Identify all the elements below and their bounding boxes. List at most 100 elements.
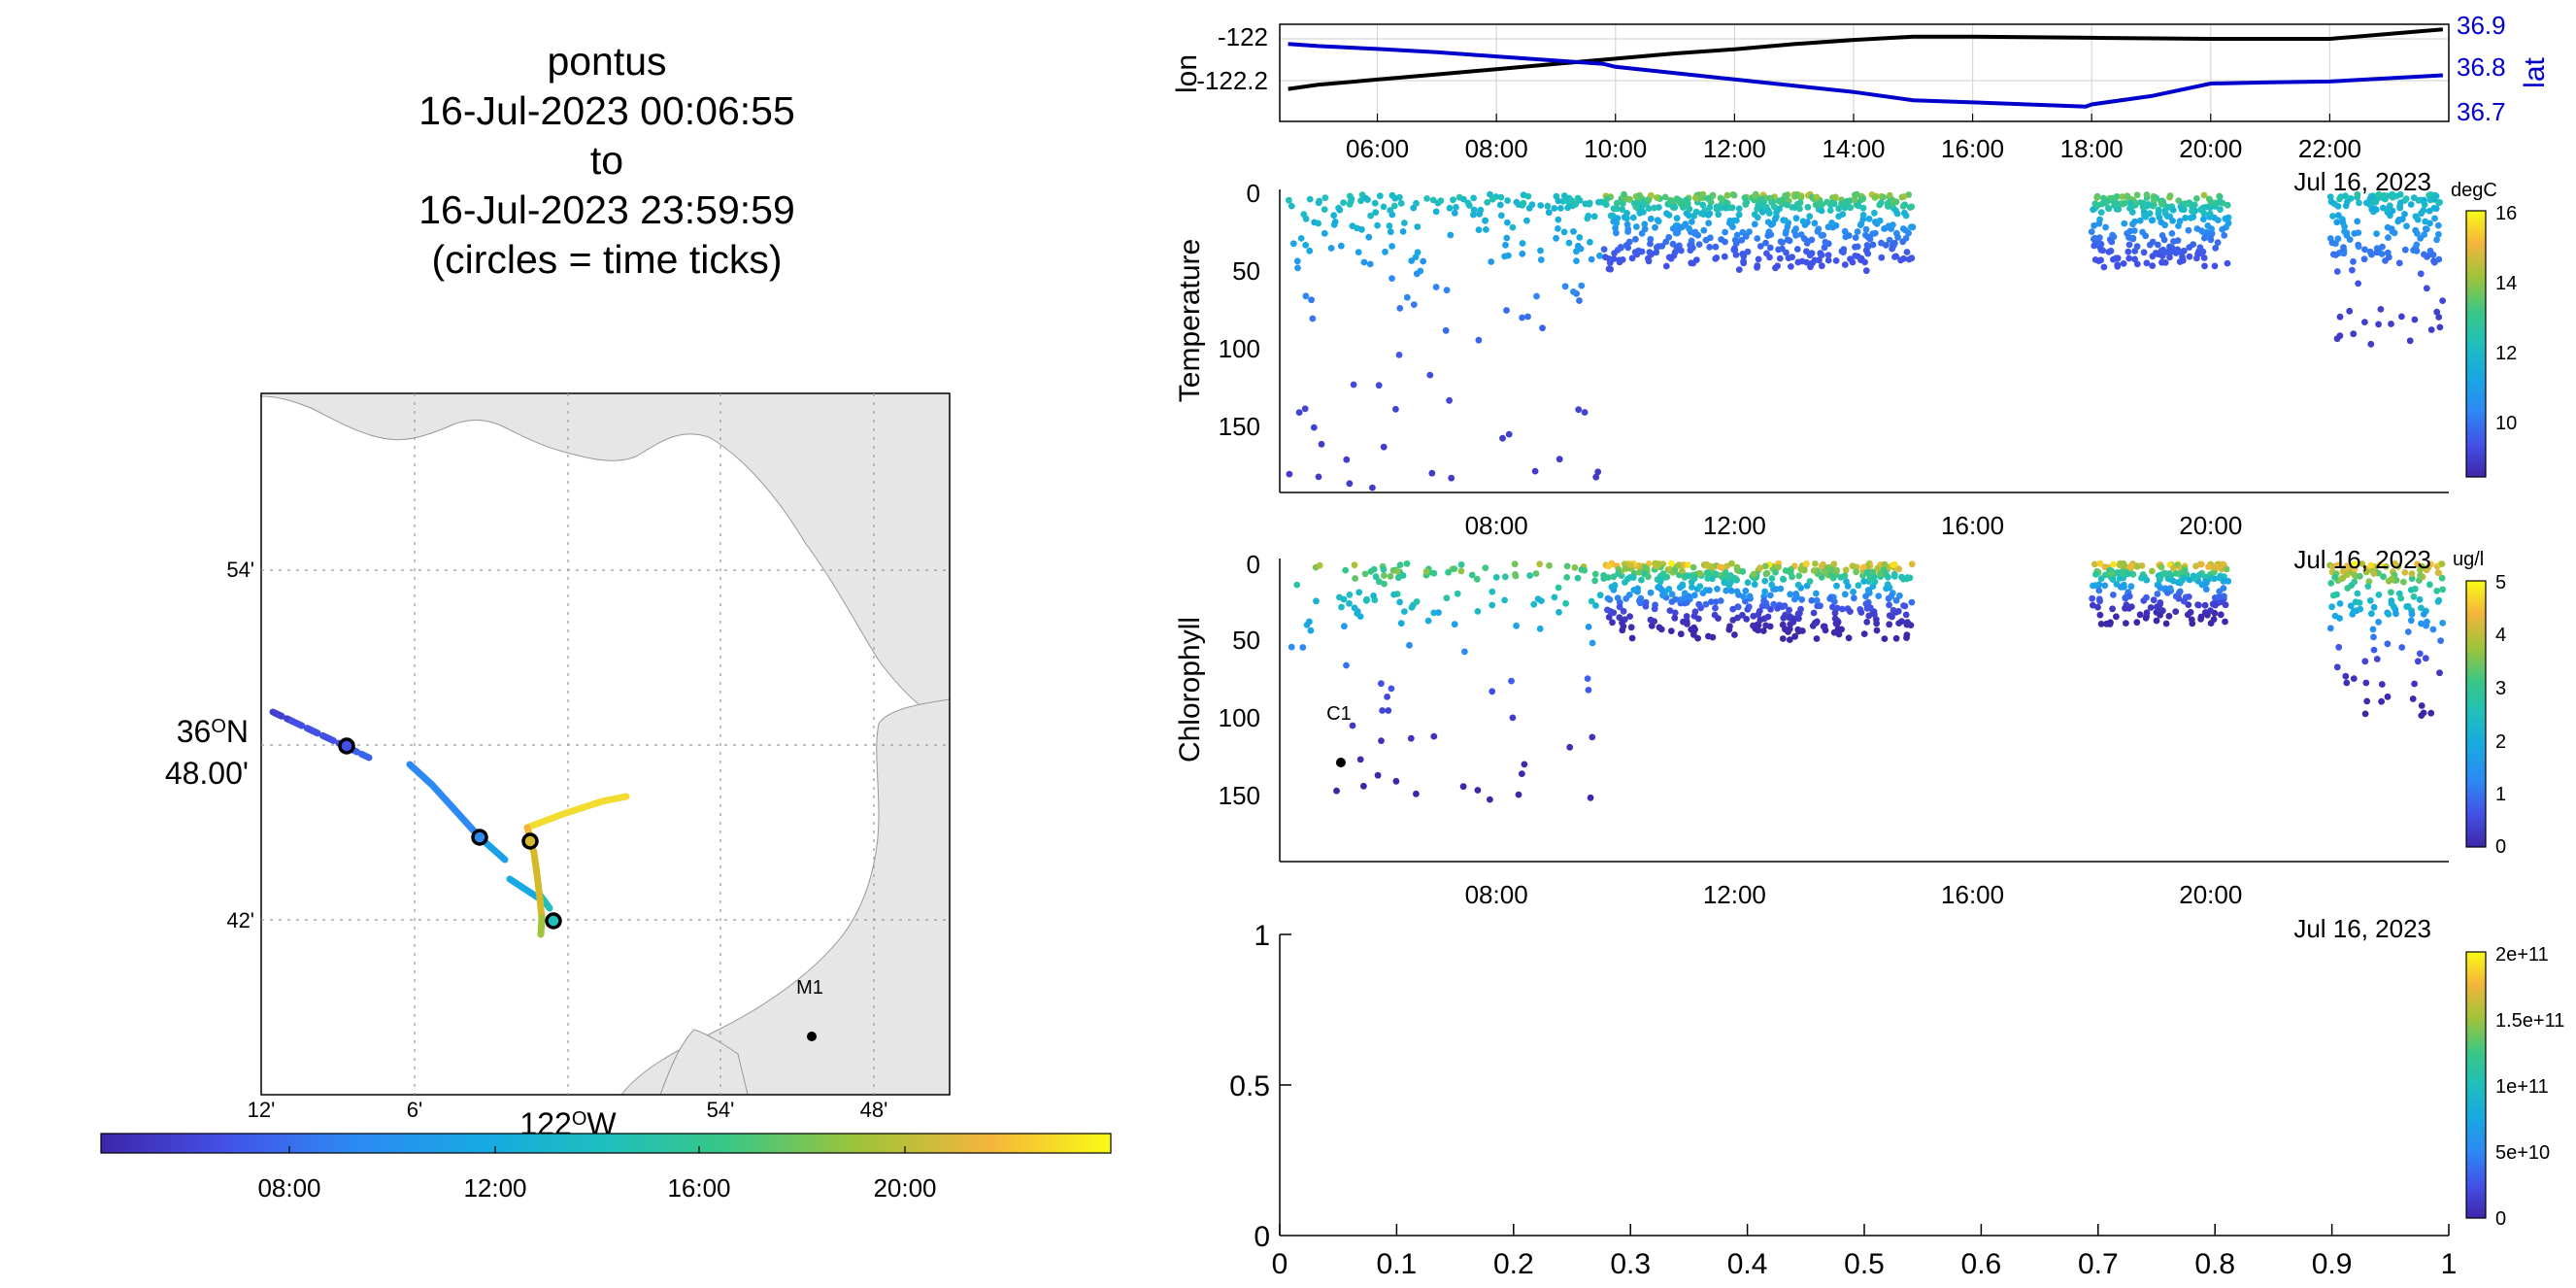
temp-x-tick-label: 16:00 [1941,511,2004,540]
temp-data-point [1297,235,1305,242]
temp-data-point [1375,382,1383,390]
chl-data-point [1585,687,1592,694]
temp-data-point [1321,206,1328,214]
temp-data-point [1613,220,1621,227]
temp-data-point [2189,207,2195,215]
chl-data-point [2096,559,2104,567]
chl-data-point [1457,560,1465,568]
temp-data-point [2183,200,2191,208]
temp-data-point [1792,192,1800,200]
temp-data-point [2091,221,2098,229]
chl-data-point [1787,613,1793,620]
temp-data-point [1735,266,1743,273]
chl-data-point [2196,571,2203,579]
chl-data-point [1413,598,1421,605]
chl-data-point [1793,593,1800,600]
temp-data-point [2361,319,2368,325]
temp-data-point [2328,239,2336,247]
temp-data-point [1712,255,1720,262]
chl-data-point [1346,592,1354,598]
temp-data-point [2099,247,2107,254]
chl-data-point [1307,627,1315,634]
temp-data-point [1908,203,1916,211]
chl-data-point [1781,602,1789,610]
temp-data-point [1653,249,1660,256]
chl-data-point [1588,597,1595,605]
temp-x-tick-label: 12:00 [1703,511,1766,540]
temp-data-point [1740,253,1748,260]
temp-data-point [1645,205,1653,213]
empty-x-tick-label: 0 [1272,1248,1288,1280]
chl-data-point [2423,622,2430,629]
chl-data-point [2172,608,2180,615]
temp-data-point [2397,199,2404,207]
chl-data-point [1794,581,1802,589]
temp-data-point [1648,251,1655,258]
chl-data-point [2205,563,2212,570]
title-line-5: (circles = time ticks) [431,237,783,282]
chl-data-point [1591,570,1599,578]
chl-data-point [2418,604,2425,612]
temp-colorbar-tick: 12 [2495,343,2517,364]
temp-data-point [2373,230,2381,238]
temp-data-point [1740,259,1748,267]
temp-data-point [2389,190,2396,198]
temp-data-point [1336,206,1344,214]
chl-data-point [1766,592,1774,599]
chl-data-point [1623,594,1630,602]
temp-data-point [1631,249,1639,255]
temp-data-point [1348,195,1355,203]
temp-data-point [1578,282,1586,289]
chl-data-point [1628,634,1636,642]
chl-data-point [1886,621,1893,628]
chl-data-point [1750,570,1757,578]
temp-data-point [1610,255,1618,262]
temp-data-point [1559,197,1567,205]
temp-data-point [2149,262,2157,269]
temp-data-point [1824,256,1832,264]
temp-data-point [2396,190,2404,198]
time-tick-circles [338,737,562,930]
chl-data-point [2328,603,2336,611]
temp-data-point [1488,258,1495,265]
chl-data-point [1435,609,1442,616]
chl-data-point [1684,561,1691,568]
chl-data-point [2157,585,2164,592]
temp-axis-label: Temperature [1174,239,1206,402]
chl-data-point [2149,567,2156,575]
temp-data-point [2396,204,2404,212]
temp-data-point [1531,467,1539,475]
temp-data-point [1686,205,1693,213]
chl-data-point [1361,570,1369,578]
chl-data-point [1605,614,1613,621]
chl-data-point [1596,592,1604,599]
chl-data-point [1566,743,1574,751]
temp-data-point [2208,225,2216,233]
temp-data-point [1380,443,1388,451]
temp-data-point [1862,225,1870,233]
temp-data-point [1321,229,1328,237]
chl-data-point [1756,616,1764,624]
temp-data-point [1357,197,1364,205]
temp-data-point [1797,194,1805,201]
chl-data-point [1859,563,1867,571]
chl-data-point [2354,590,2361,597]
temp-data-point [1713,203,1721,211]
chl-data-point [2101,582,2109,590]
chl-data-point [1387,572,1394,580]
chl-data-point [1886,612,1893,619]
position-axes-frame [1279,23,2450,122]
temp-data-point [2125,241,2133,249]
track-segment [537,914,546,938]
temp-data-point [1426,371,1434,379]
chl-data-point [1474,787,1482,794]
temp-data-point [1300,211,1308,219]
temp-data-point [1675,225,1683,232]
temp-data-point [1477,206,1485,214]
chl-data-point [1908,598,1916,606]
chl-data-point [1702,600,1710,608]
temp-data-point [1633,223,1640,230]
temp-data-point [2414,230,2421,237]
chl-data-point [2192,562,2199,570]
chl-data-point [1884,581,1891,589]
